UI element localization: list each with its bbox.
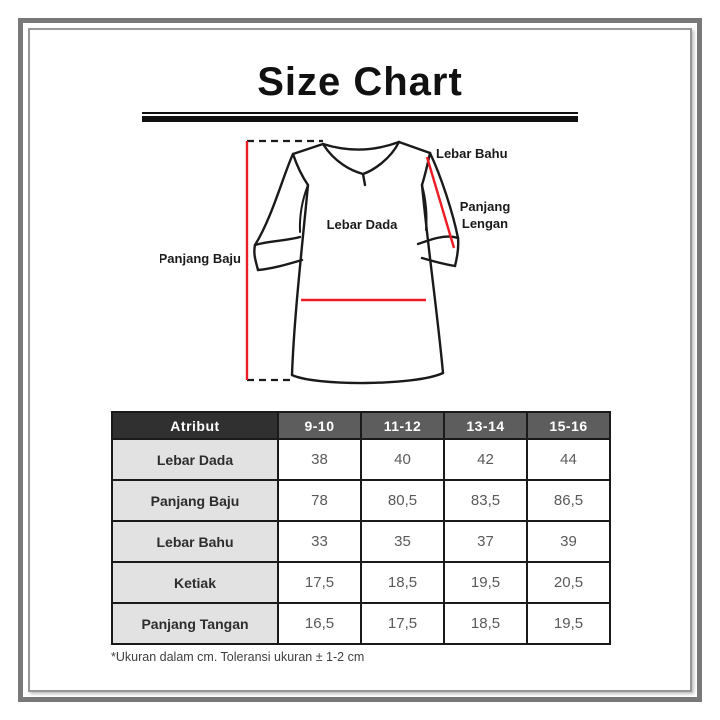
table-cell: 35 xyxy=(360,520,445,563)
table-cell: 16,5 xyxy=(277,602,362,645)
lebar-dada-label: Lebar Dada xyxy=(327,217,399,232)
column-header-size-15-16: 15-16 xyxy=(526,411,611,440)
table-row: Ketiak 17,5 18,5 19,5 20,5 xyxy=(111,561,611,604)
measurement-lines xyxy=(245,139,456,382)
row-label-ketiak: Ketiak xyxy=(111,561,279,604)
rule-thin-line xyxy=(142,112,578,114)
row-label-lebar-dada: Lebar Dada xyxy=(111,438,279,481)
table-cell: 33 xyxy=(277,520,362,563)
table-cell: 86,5 xyxy=(526,479,611,522)
table-cell: 19,5 xyxy=(443,561,528,604)
row-label-panjang-baju: Panjang Baju xyxy=(111,479,279,522)
column-header-size-11-12: 11-12 xyxy=(360,411,445,440)
shirt-measurement-diagram: Panjang Baju Lebar Dada Lebar Bahu Panja… xyxy=(160,128,560,408)
page-title: Size Chart xyxy=(257,60,463,104)
table-cell: 78 xyxy=(277,479,362,522)
table-row: Panjang Baju 78 80,5 83,5 86,5 xyxy=(111,479,611,522)
lebar-bahu-label: Lebar Bahu xyxy=(436,146,508,161)
column-header-size-13-14: 13-14 xyxy=(443,411,528,440)
table-cell: 37 xyxy=(443,520,528,563)
panjang-lengan-label-line2: Lengan xyxy=(462,216,508,231)
title-double-rule xyxy=(142,112,578,122)
panjang-lengan-label-line1: Panjang xyxy=(460,199,511,214)
row-label-panjang-tangan: Panjang Tangan xyxy=(111,602,279,645)
table-cell: 19,5 xyxy=(526,602,611,645)
table-cell: 17,5 xyxy=(277,561,362,604)
outer-frame-border xyxy=(18,18,702,702)
table-cell: 40 xyxy=(360,438,445,481)
table-cell: 18,5 xyxy=(360,561,445,604)
table-cell: 38 xyxy=(277,438,362,481)
table-row: Panjang Tangan 16,5 17,5 18,5 19,5 xyxy=(111,602,611,645)
table-row: Lebar Bahu 33 35 37 39 xyxy=(111,520,611,563)
table-cell: 80,5 xyxy=(360,479,445,522)
table-cell: 39 xyxy=(526,520,611,563)
column-header-size-9-10: 9-10 xyxy=(277,411,362,440)
neck-notch xyxy=(361,172,367,187)
column-header-atribut: Atribut xyxy=(111,411,279,440)
table-cell: 17,5 xyxy=(360,602,445,645)
table-cell: 18,5 xyxy=(443,602,528,645)
row-label-lebar-bahu: Lebar Bahu xyxy=(111,520,279,563)
table-header-row: Atribut 9-10 11-12 13-14 15-16 xyxy=(111,411,611,440)
shirt-body xyxy=(255,142,458,384)
table-cell: 44 xyxy=(526,438,611,481)
table-cell: 42 xyxy=(443,438,528,481)
inner-frame-border xyxy=(28,28,692,692)
size-tolerance-footnote: *Ukuran dalam cm. Toleransi ukuran ± 1-2… xyxy=(111,650,365,664)
size-table: Atribut 9-10 11-12 13-14 15-16 Lebar Dad… xyxy=(111,411,611,645)
table-row: Lebar Dada 38 40 42 44 xyxy=(111,438,611,481)
panjang-lengan-line xyxy=(425,156,456,249)
table-cell: 20,5 xyxy=(526,561,611,604)
panjang-baju-label: Panjang Baju xyxy=(160,251,241,266)
table-cell: 83,5 xyxy=(443,479,528,522)
rule-thick-line xyxy=(142,116,578,122)
shirt-outline xyxy=(253,140,460,385)
